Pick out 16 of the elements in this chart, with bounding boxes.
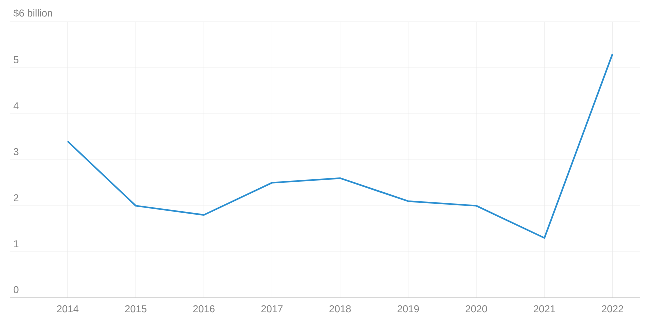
x-tick-label: 2016 bbox=[193, 306, 215, 313]
x-tick-label: 2019 bbox=[398, 306, 420, 313]
y-tick-label: $6 billion bbox=[14, 9, 52, 18]
y-tick-label: 2 bbox=[14, 194, 19, 202]
y-tick-label: 0 bbox=[14, 286, 19, 294]
x-tick-label: 2015 bbox=[125, 306, 147, 313]
x-tick-label: 2022 bbox=[602, 306, 624, 313]
y-tick-label: 1 bbox=[14, 240, 19, 248]
x-tick-label: 2021 bbox=[534, 306, 556, 313]
x-tick-label: 2018 bbox=[330, 306, 352, 313]
y-tick-label: 5 bbox=[14, 56, 19, 64]
y-tick-label: 4 bbox=[14, 102, 19, 110]
x-tick-label: 2014 bbox=[57, 306, 79, 313]
x-tick-label: 2020 bbox=[466, 306, 488, 313]
y-tick-label: 3 bbox=[14, 148, 19, 156]
x-tick-label: 2017 bbox=[262, 306, 283, 313]
